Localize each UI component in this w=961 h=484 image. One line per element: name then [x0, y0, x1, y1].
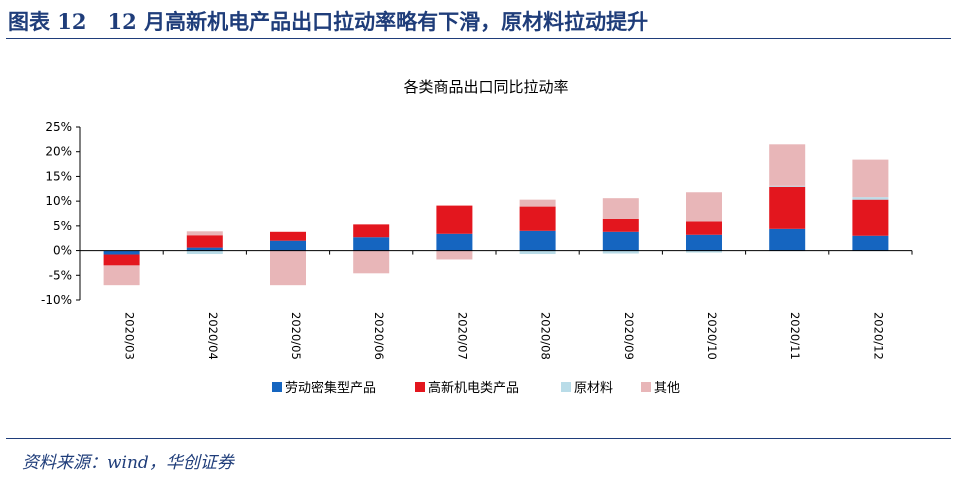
bar-segment: [103, 265, 140, 286]
bar-segment: [602, 250, 639, 254]
legend-label: 原材料: [574, 381, 613, 396]
bar-segment: [602, 198, 639, 219]
x-tick-label: 2020/05: [289, 312, 303, 360]
bar-segment: [186, 247, 223, 251]
y-tick-label: -10%: [41, 293, 72, 307]
bar-segment: [186, 250, 223, 255]
bar-segment: [353, 224, 390, 238]
bar-segment: [353, 237, 390, 251]
bar-segment: [686, 234, 722, 251]
bar-segment: [436, 250, 473, 260]
bar-segment: [852, 235, 889, 251]
bar-segment: [852, 197, 889, 200]
y-tick-label: 20%: [45, 145, 72, 159]
legend-swatch: [641, 382, 651, 392]
legend-label: 高新机电类产品: [428, 380, 519, 396]
source-note: 资料来源：wind，华创证券: [22, 453, 234, 473]
bar-segment: [769, 186, 806, 229]
bar-segment: [270, 231, 306, 241]
bar-segment: [436, 205, 473, 234]
x-tick-label: 2020/06: [372, 312, 386, 360]
y-tick-label: 15%: [45, 169, 72, 183]
y-tick-label: 5%: [53, 219, 72, 233]
legend-swatch: [561, 382, 571, 392]
chart-title: 各类商品出口同比拉动率: [403, 78, 568, 96]
x-axis: 2020/03 2020/04 2020/05 2020/06 2020/07 2020/…: [79, 250, 913, 360]
x-tick-label: 2020/11: [788, 312, 802, 360]
bar-segment: [852, 199, 889, 236]
bar-segment: [103, 254, 140, 266]
y-tick-label: 25%: [45, 120, 72, 134]
x-tick-label: 2020/04: [206, 312, 220, 360]
bar-segment: [769, 144, 806, 186]
bar-segment: [686, 221, 722, 235]
legend-label: 其他: [654, 381, 680, 396]
bar-segment: [270, 240, 306, 251]
x-tick-label: 2020/03: [123, 312, 137, 360]
bar-segment: [519, 206, 556, 231]
bar-segment: [602, 231, 639, 251]
figure-title: 图表 12 12 月高新机电产品出口拉动率略有下滑，原材料拉动提升: [8, 9, 649, 34]
y-tick-label: 10%: [45, 194, 72, 208]
x-tick-label: 2020/09: [622, 312, 636, 360]
y-tick-label: -5%: [49, 268, 72, 282]
bar-segment: [769, 228, 806, 251]
y-axis: 25% 20% 15% 10% 5% 0% -5% -10%: [41, 120, 81, 307]
bar-segment: [852, 159, 889, 198]
bar-segment: [270, 250, 306, 286]
legend-label: 劳动密集型产品: [285, 380, 376, 396]
x-tick-label: 2020/08: [539, 312, 553, 360]
legend-swatch: [415, 382, 425, 392]
bar-segment: [602, 218, 639, 232]
bar-segment: [103, 250, 140, 255]
bar-segment: [769, 185, 806, 187]
y-tick-label: 0%: [53, 244, 72, 258]
title-rule: [6, 38, 951, 39]
bar-segment: [353, 250, 390, 274]
bar-segment: [186, 231, 223, 236]
legend: 劳动密集型产品 高新机电类产品 原材料 其他: [272, 380, 680, 396]
x-tick-label: 2020/10: [705, 312, 719, 360]
bar-segment: [519, 199, 556, 207]
bar-segment: [519, 230, 556, 251]
bar-segment: [686, 250, 722, 253]
legend-swatch: [272, 382, 282, 392]
x-tick-label: 2020/12: [871, 312, 885, 360]
bar-segment: [186, 235, 223, 248]
stacked-bar-chart: 各类商品出口同比拉动率 25% 20% 15% 10% 5% 0% -5% -10% 2020…: [41, 78, 913, 396]
bar-segment: [436, 233, 473, 251]
bar-segment: [519, 250, 556, 255]
source-rule: [6, 438, 951, 439]
x-tick-label: 2020/07: [455, 312, 469, 360]
bar-segment: [686, 192, 722, 222]
bars-group: [103, 144, 889, 286]
